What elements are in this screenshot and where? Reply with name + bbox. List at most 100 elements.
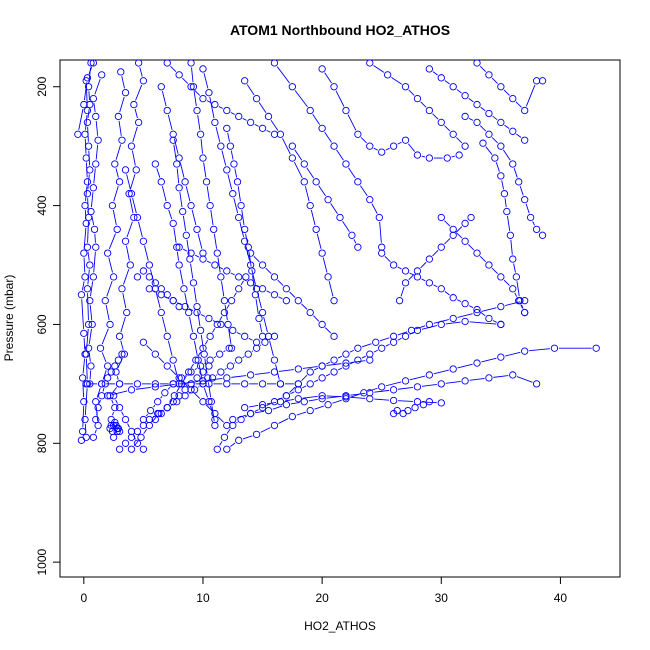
series [241,392,445,412]
data-point [109,392,118,400]
series-segment [182,380,189,387]
series-segment [391,76,403,85]
data-point [80,329,88,338]
data-point [437,380,445,388]
series-segment [306,167,315,179]
data-point [497,172,505,180]
x-axis: 0 10 20 30 40 [80,576,567,605]
data-point [241,403,249,412]
data-point [196,362,205,370]
series-segment [312,114,321,125]
data-point [111,403,119,412]
data-point [306,368,314,376]
data-point [235,436,243,444]
series [473,60,547,115]
series-segment [101,352,107,363]
data-point [114,424,123,433]
data-point [199,398,207,406]
series-segment [284,399,294,402]
data-point [123,308,131,317]
series-segment [155,293,161,309]
data-point [77,436,86,444]
data-point [532,225,541,234]
data-point [330,297,338,305]
series-segment [223,350,226,353]
data-point [199,255,207,263]
data-point [74,130,82,138]
series-segment [503,89,510,96]
series-segment [408,89,415,96]
series [92,350,126,424]
data-point [455,151,463,159]
series-segment [85,114,88,130]
data-point [252,94,261,103]
series-segment [445,381,461,384]
series-segment [203,387,208,398]
series-segment [433,284,438,288]
series-segment [350,393,360,398]
data-point [83,243,92,251]
data-point [115,403,124,412]
data-point [318,124,326,132]
data-point [258,403,267,412]
data-point [258,285,267,293]
series-segment [362,343,372,348]
series-segment [221,150,227,166]
data-point [111,160,119,168]
data-point [521,347,529,355]
data-point [515,178,523,186]
data-point [145,261,154,269]
series-segment [219,440,223,446]
series [151,160,219,424]
series-segment [111,399,114,404]
series-segment [115,144,122,160]
data-point [206,332,214,340]
data-point [270,291,279,299]
series-segment [83,337,86,350]
data-point [206,356,214,364]
series [74,60,98,138]
series-segment [385,381,402,387]
data-point [151,350,159,358]
series-segment [170,65,177,72]
data-point [246,409,255,418]
series-segment [105,304,110,321]
data-point [182,231,190,239]
series-segment [266,403,271,407]
series-segment [409,272,414,276]
data-point [360,389,368,397]
data-point [88,320,96,329]
series-segment [255,372,271,375]
data-point [461,237,469,245]
data-point [282,285,291,293]
data-point [130,100,138,109]
data-point [229,415,237,424]
data-point [437,213,445,222]
data-point [139,237,148,245]
series-segment [237,186,241,202]
series-segment [111,390,128,396]
data-point [137,433,145,442]
data-point [521,195,529,204]
series [366,60,469,150]
data-point [425,255,434,263]
data-point [98,392,106,400]
data-point [108,201,117,210]
data-point [282,297,291,305]
series-segment [337,355,343,359]
series-segment [213,356,217,359]
series-segment [129,174,136,190]
data-point [169,398,177,406]
y-tick-label: 600 [35,314,49,334]
series-segment [516,281,520,297]
data-point [98,71,106,79]
series-segment [83,257,86,273]
data-point [288,412,296,421]
series-segment [167,386,171,390]
data-point [526,213,535,222]
data-point [330,83,338,91]
data-point [270,130,279,138]
series-segment [176,168,180,184]
series-segment [325,373,331,377]
data-point [225,344,233,352]
